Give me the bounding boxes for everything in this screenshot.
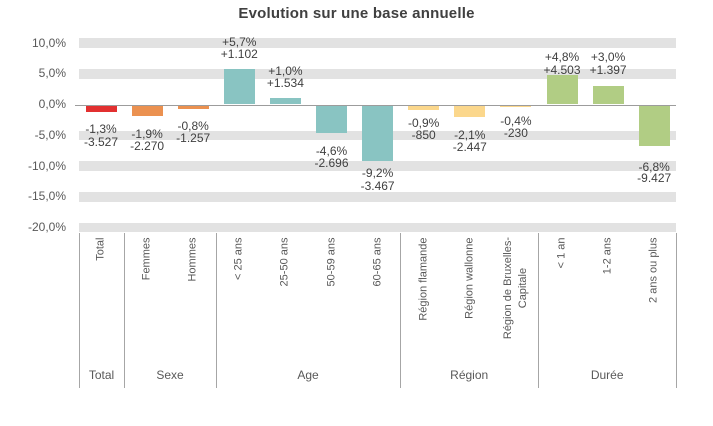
category-label: 50-59 ans <box>325 237 337 286</box>
bar-8 <box>408 104 440 111</box>
data-label-abs: -850 <box>411 127 436 142</box>
category-label: Hommes <box>186 237 199 282</box>
y-axis-tick-label: -15,0% <box>27 189 66 204</box>
data-label-abs: -230 <box>503 125 528 140</box>
group-divider <box>538 232 540 388</box>
y-axis-tick-label: 0,0% <box>38 97 66 111</box>
category-label: < 25 ans <box>232 237 245 280</box>
group-label-sexe: Sexe <box>156 368 184 382</box>
category-label-lines: Région de Bruxelles- Capitale <box>501 237 529 340</box>
data-label-abs: -2.447 <box>452 139 487 154</box>
data-label-pct: -6,8% <box>638 159 670 174</box>
data-label-pct: -0,9% <box>408 115 440 130</box>
category-label: 2 ans ou plus <box>647 237 660 303</box>
data-label-pct: +4,8% <box>544 49 580 64</box>
data-label-pct: +1,0% <box>268 63 303 78</box>
gridline-band <box>79 69 676 79</box>
bar-2 <box>131 104 163 117</box>
y-axis-tick-label: -5,0% <box>34 127 66 142</box>
bar-12 <box>592 86 624 105</box>
data-label-abs: -2.696 <box>314 155 349 170</box>
bar-13 <box>638 104 670 147</box>
data-label-pct: -2,1% <box>454 127 486 142</box>
gridline-band <box>79 222 676 233</box>
data-label-abs: -2.270 <box>130 138 165 153</box>
data-label-pct: +3,0% <box>590 49 626 64</box>
group-divider <box>400 232 401 388</box>
data-label-abs: +1.397 <box>589 62 627 77</box>
data-label-abs: +1.102 <box>220 46 258 61</box>
data-label-pct: -0,4% <box>500 113 532 128</box>
data-label-pct: -4,6% <box>315 143 348 158</box>
bar-11 <box>546 74 578 105</box>
gridline-band <box>79 38 676 48</box>
category-label: 1-2 ans <box>601 237 614 274</box>
group-label-région: Région <box>450 368 489 382</box>
bar-9 <box>454 104 486 118</box>
data-label-pct: -1,9% <box>131 126 163 141</box>
chart-title: Evolution sur une base annuelle <box>238 5 475 22</box>
group-label-age: Age <box>297 368 319 382</box>
y-axis-tick-label: -10,0% <box>27 158 66 173</box>
data-label-pct: -0,8% <box>177 118 209 133</box>
data-label-pct: -9,2% <box>361 165 394 180</box>
y-axis-tick-label: 10,0% <box>31 35 66 50</box>
category-label: 60-65 ans <box>371 237 384 286</box>
bar-3 <box>177 104 209 110</box>
category-label: Région flamande <box>417 237 430 321</box>
group-divider <box>79 232 80 388</box>
bar-6 <box>316 104 347 133</box>
data-label-pct: -1,3% <box>85 121 117 136</box>
group-divider <box>124 232 125 388</box>
bar-1 <box>85 104 117 113</box>
category-label: 25-50 ans <box>278 237 291 286</box>
data-label-pct: +5,7% <box>222 34 257 49</box>
zero-axis-line <box>75 105 676 106</box>
category-label: Région de Bruxelles- Capitale <box>501 237 531 387</box>
bar-5 <box>269 98 301 105</box>
group-divider <box>216 232 217 388</box>
y-axis-tick-label: 5,0% <box>38 66 66 81</box>
data-label-abs: +4.503 <box>543 62 581 77</box>
category-label: Femmes <box>140 237 153 280</box>
group-divider <box>676 232 677 388</box>
group-label-total: Total <box>88 368 115 382</box>
data-label-abs: -3.467 <box>360 178 395 193</box>
bar-7 <box>362 104 394 162</box>
data-label-abs: -1.257 <box>176 130 211 145</box>
category-label: Région wallonne <box>463 237 476 319</box>
category-label: < 1 an <box>555 237 568 268</box>
data-label-abs: -9.427 <box>637 170 672 185</box>
y-axis-tick-label: -20,0% <box>27 220 66 234</box>
gridline-band <box>79 192 676 202</box>
data-label-abs: +1.534 <box>266 75 304 90</box>
data-label-abs: -3.527 <box>83 134 119 149</box>
gridline-band <box>79 161 676 171</box>
category-label: Total <box>94 237 107 261</box>
group-label-durée: Durée <box>590 368 624 382</box>
bar-4 <box>223 69 255 105</box>
